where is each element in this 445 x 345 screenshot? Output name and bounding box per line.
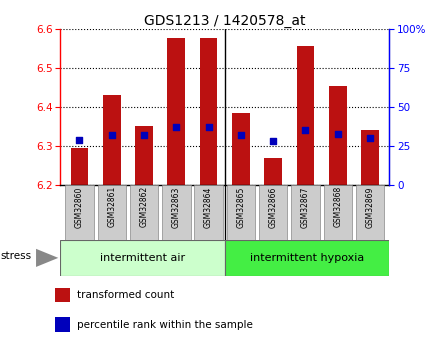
Bar — [296, 46, 314, 185]
Point — [76, 137, 83, 143]
Point — [108, 132, 115, 138]
Bar — [227, 185, 255, 240]
Polygon shape — [36, 249, 58, 267]
Bar — [103, 95, 121, 185]
Text: stress: stress — [0, 251, 31, 261]
Bar — [65, 185, 93, 240]
Bar — [264, 158, 282, 185]
Bar — [135, 126, 153, 185]
Text: GSM32864: GSM32864 — [204, 186, 213, 228]
Bar — [97, 185, 126, 240]
Bar — [259, 185, 287, 240]
Text: GSM32866: GSM32866 — [269, 186, 278, 228]
Text: GSM32869: GSM32869 — [365, 186, 375, 228]
Bar — [162, 185, 190, 240]
Text: GSM32865: GSM32865 — [236, 186, 245, 228]
Text: GSM32868: GSM32868 — [333, 186, 342, 227]
Point — [205, 124, 212, 130]
Bar — [232, 113, 250, 185]
Point — [302, 127, 309, 133]
Text: GSM32862: GSM32862 — [140, 186, 149, 227]
Text: GSM32867: GSM32867 — [301, 186, 310, 228]
Point — [237, 132, 244, 138]
Bar — [291, 185, 320, 240]
Bar — [329, 86, 347, 185]
Text: intermittent air: intermittent air — [100, 253, 185, 263]
Text: transformed count: transformed count — [77, 290, 174, 300]
Bar — [130, 185, 158, 240]
Bar — [55, 317, 70, 332]
Bar — [200, 38, 218, 185]
Bar — [60, 240, 225, 276]
Text: GSM32861: GSM32861 — [107, 186, 116, 227]
Text: GSM32860: GSM32860 — [75, 186, 84, 228]
Bar — [356, 185, 384, 240]
Bar — [71, 148, 88, 185]
Bar — [167, 38, 185, 185]
Point — [141, 132, 148, 138]
Bar — [324, 185, 352, 240]
Point — [270, 138, 277, 144]
Bar — [194, 185, 223, 240]
Point — [173, 124, 180, 130]
Text: percentile rank within the sample: percentile rank within the sample — [77, 319, 252, 329]
Text: GSM32863: GSM32863 — [172, 186, 181, 228]
Text: intermittent hypoxia: intermittent hypoxia — [250, 253, 364, 263]
Text: GDS1213 / 1420578_at: GDS1213 / 1420578_at — [144, 13, 305, 28]
Bar — [55, 288, 70, 302]
Bar — [361, 130, 379, 185]
Bar — [225, 240, 389, 276]
Point — [366, 135, 373, 141]
Point — [334, 131, 341, 137]
